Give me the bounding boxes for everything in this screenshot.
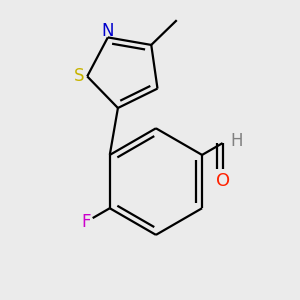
Text: O: O	[215, 172, 230, 190]
Text: H: H	[230, 132, 243, 150]
Text: S: S	[74, 68, 85, 85]
Text: N: N	[102, 22, 114, 40]
Text: F: F	[81, 213, 91, 231]
